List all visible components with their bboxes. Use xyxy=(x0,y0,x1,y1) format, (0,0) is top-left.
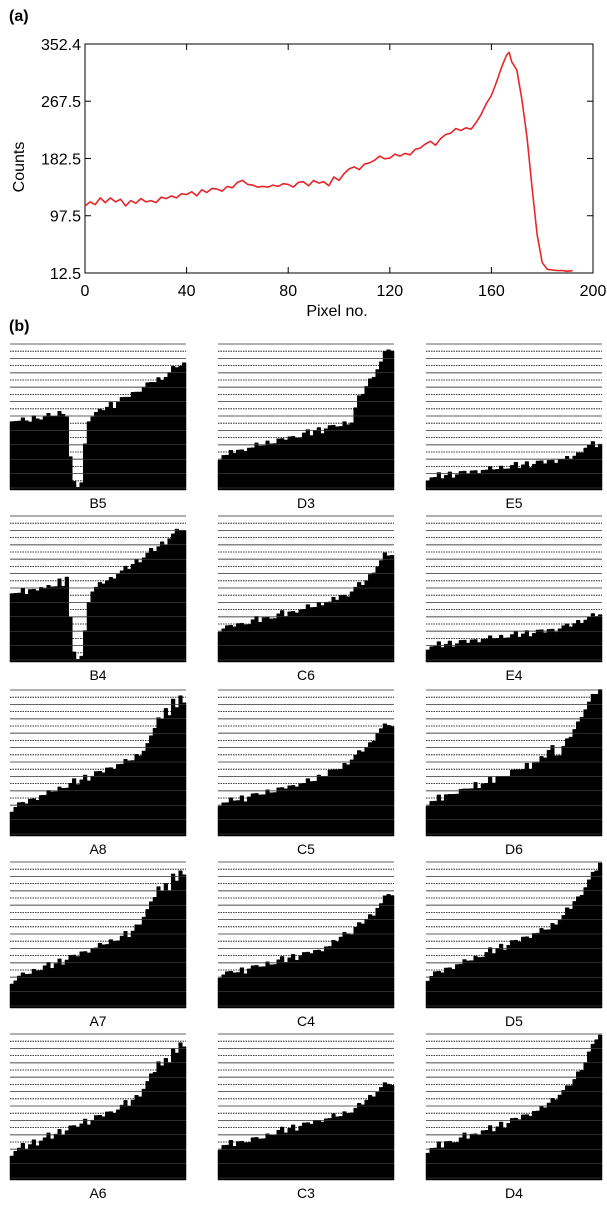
histogram-area xyxy=(217,349,395,491)
histogram-thumbnail: A7 xyxy=(9,861,187,1029)
histogram-area xyxy=(9,695,187,837)
histogram-thumbnail: B4 xyxy=(9,515,187,683)
y-tick-label: 182.5 xyxy=(41,151,81,168)
thumbnail-label: D5 xyxy=(505,1013,523,1029)
histogram-thumbnail: C3 xyxy=(217,1033,395,1201)
axis-ticks: 0 40 80 120 160 200 12.5 97.5 182.5 267.5 352.4 xyxy=(41,37,606,300)
thumbnail-label: C3 xyxy=(297,1185,315,1201)
thumbnail-label: A7 xyxy=(89,1013,106,1029)
y-tick-label: 12.5 xyxy=(50,266,81,283)
x-tick-label: 40 xyxy=(178,283,196,300)
histogram-area xyxy=(9,870,187,1009)
y-tick-label: 267.5 xyxy=(41,94,81,111)
histogram-area xyxy=(9,1042,187,1181)
thumbnail-label: C4 xyxy=(297,1013,315,1029)
histogram-thumbnail: E5 xyxy=(425,343,603,511)
thumbnail-label: B4 xyxy=(89,667,106,683)
histogram-thumbnail: C5 xyxy=(217,689,395,857)
panel-a-label: (a) xyxy=(9,8,29,25)
thumbnail-label: D6 xyxy=(505,841,523,857)
y-tick-label: 97.5 xyxy=(50,209,81,226)
histogram-area xyxy=(425,862,603,1009)
histogram-area xyxy=(425,441,603,491)
histogram-thumbnail: A8 xyxy=(9,689,187,857)
histogram-area xyxy=(217,723,395,837)
histogram-thumbnail: D3 xyxy=(217,343,395,511)
histogram-area xyxy=(217,552,395,663)
histogram-area xyxy=(9,528,187,663)
x-tick-label: 200 xyxy=(580,283,607,300)
series-line xyxy=(84,51,573,273)
thumbnail-label: C6 xyxy=(297,667,315,683)
thumbnail-label: B5 xyxy=(89,495,106,511)
x-tick-label: 160 xyxy=(478,283,505,300)
histogram-thumbnail: A6 xyxy=(9,1033,187,1201)
x-tick-label: 80 xyxy=(279,283,297,300)
histogram-area xyxy=(425,1034,603,1181)
y-tick-label: 352.4 xyxy=(41,37,81,54)
thumbnail-label: E4 xyxy=(505,667,522,683)
thumbnail-label: D4 xyxy=(505,1185,523,1201)
thumbnail-label: A8 xyxy=(89,841,106,857)
histogram-grid: B5 D3 E5 B4 C6 E4 A8 C5 D6 A7 C4 D5 A6 C3 D4 xyxy=(9,343,603,1201)
series-line-group xyxy=(84,51,573,273)
x-tick-label: 0 xyxy=(81,283,90,300)
histogram-thumbnail: E4 xyxy=(425,515,603,683)
thumbnail-label: E5 xyxy=(505,495,522,511)
histogram-thumbnail: D5 xyxy=(425,861,603,1029)
panel-b-label: (b) xyxy=(9,318,29,335)
x-tick-label: 120 xyxy=(376,283,403,300)
x-axis-label: Pixel no. xyxy=(306,303,367,320)
histogram-area xyxy=(425,613,603,663)
plot-frame xyxy=(84,43,594,274)
histogram-area xyxy=(217,894,395,1009)
line-chart: 0 40 80 120 160 200 12.5 97.5 182.5 267.5 352.4 Pi… xyxy=(11,37,606,320)
histogram-thumbnail: C4 xyxy=(217,861,395,1029)
thumbnail-label: A6 xyxy=(89,1185,106,1201)
histogram-thumbnail: B5 xyxy=(9,343,187,511)
histogram-thumbnail: C6 xyxy=(217,515,395,683)
histogram-thumbnail: D6 xyxy=(425,689,603,857)
histogram-thumbnail: D4 xyxy=(425,1033,603,1201)
thumbnail-label: D3 xyxy=(297,495,315,511)
thumbnail-label: C5 xyxy=(297,841,315,857)
histogram-area xyxy=(217,1082,395,1181)
histogram-area xyxy=(9,362,187,491)
y-axis-label: Counts xyxy=(11,142,28,193)
histogram-area xyxy=(425,689,603,837)
